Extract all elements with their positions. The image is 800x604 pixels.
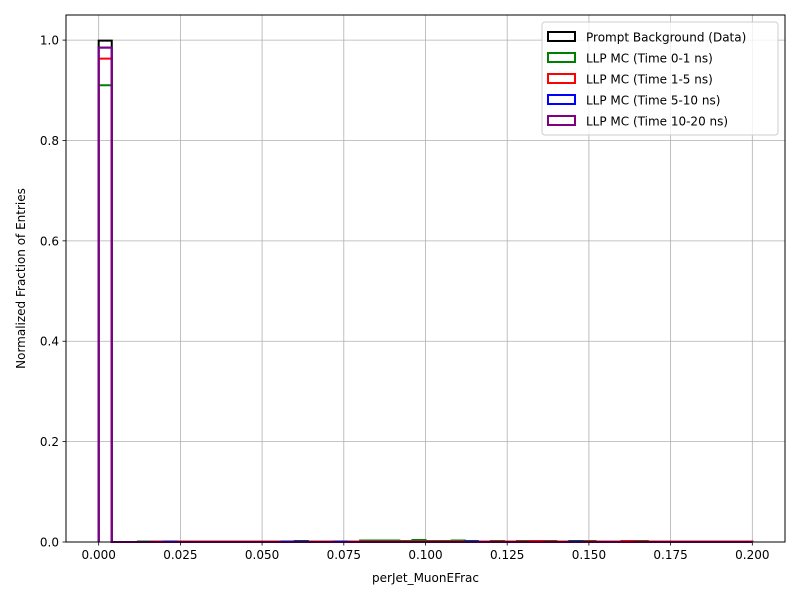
x-tick-label: 0.050 [245, 548, 279, 562]
y-tick-label: 0.6 [40, 234, 59, 248]
x-tick-label: 0.175 [653, 548, 687, 562]
legend-swatch [547, 31, 576, 42]
x-tick-label: 0.000 [82, 548, 116, 562]
x-tick-label: 0.025 [163, 548, 197, 562]
legend-box [541, 21, 779, 136]
legend-label: LLP MC (Time 0-1 ns) [586, 52, 713, 66]
legend-swatch [547, 52, 576, 63]
x-tick-label: 0.075 [327, 548, 361, 562]
x-tick-label: 0.200 [735, 548, 769, 562]
legend: Prompt Background (Data) LLP MC (Time 0-1… [541, 21, 779, 136]
legend-label: LLP MC (Time 1-5 ns) [586, 73, 713, 87]
legend-label: LLP MC (Time 5-10 ns) [586, 94, 720, 108]
legend-swatch [547, 73, 576, 84]
y-tick-label: 0.0 [40, 536, 59, 550]
legend-swatch [547, 94, 576, 105]
legend-label: Prompt Background (Data) [586, 31, 746, 45]
legend-label: LLP MC (Time 10-20 ns) [586, 115, 728, 129]
x-tick-label: 0.125 [490, 548, 524, 562]
y-axis-title: Normalized Fraction of Entries [14, 188, 28, 369]
legend-swatch [547, 115, 576, 126]
y-tick-label: 0.2 [40, 435, 59, 449]
x-axis-title: perJet_MuonEFrac [372, 571, 479, 585]
x-tick-label: 0.100 [408, 548, 442, 562]
y-tick-label: 0.8 [40, 134, 59, 148]
x-tick-label: 0.150 [572, 548, 606, 562]
axis-ticks: 0.000 0.025 0.050 0.075 0.100 0.125 0.150 0.175… [40, 34, 770, 562]
y-tick-label: 1.0 [40, 34, 59, 48]
y-tick-label: 0.4 [40, 335, 59, 349]
